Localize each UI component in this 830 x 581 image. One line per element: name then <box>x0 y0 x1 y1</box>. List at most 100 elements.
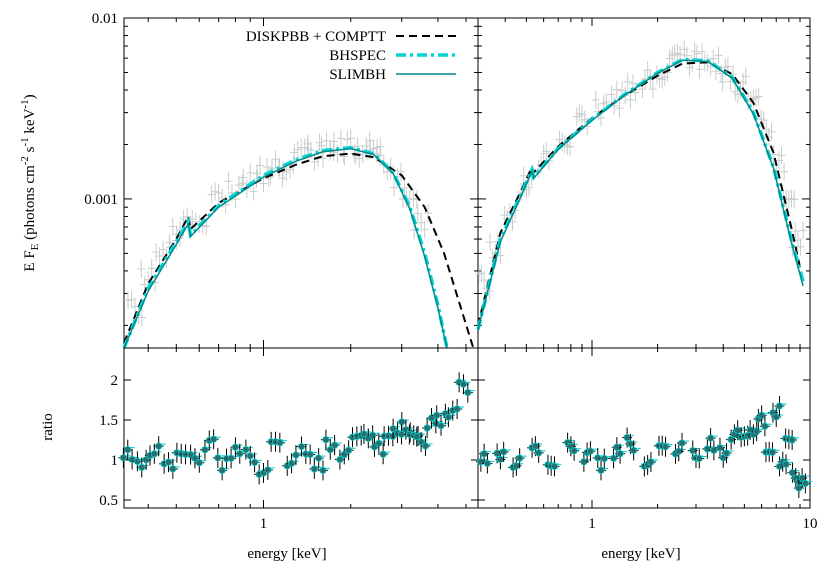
main-y-tick-label-1: 0.01 <box>92 11 118 27</box>
ratio-point <box>710 446 718 454</box>
ratio-point <box>231 443 240 451</box>
y-label-close: ) <box>22 94 38 99</box>
ratio-point <box>626 440 634 448</box>
ratio-point <box>630 446 638 454</box>
left-main-panel: 0.001 0.01 <box>84 11 479 349</box>
legend-label-slimbh: SLIMBH <box>329 67 386 83</box>
ratio-point <box>768 448 777 456</box>
ratio-point <box>613 443 621 451</box>
ratio-point <box>169 465 177 473</box>
ratio-point <box>616 450 624 458</box>
ratio-point <box>695 454 703 463</box>
ratio-point <box>788 436 796 444</box>
ratio-point <box>214 454 222 462</box>
ratio-point <box>287 459 296 467</box>
ratio-point <box>801 479 809 488</box>
ratio-point <box>722 449 731 457</box>
ratio-point <box>550 462 559 470</box>
ratio-point <box>689 446 697 455</box>
ratio-point <box>421 442 430 450</box>
ratio-point <box>133 457 142 465</box>
ratio-point <box>218 466 226 474</box>
ratio-y-tick-label-1: 1 <box>111 453 119 469</box>
ratio-y-tick-label-0: 0.5 <box>99 493 118 509</box>
ratio-point <box>326 446 334 454</box>
ratio-point <box>227 454 235 462</box>
ratio-point <box>315 454 323 462</box>
y-label-exp-3: -1 <box>19 99 31 108</box>
ratio-point <box>480 450 488 458</box>
ratio-point <box>124 446 132 454</box>
ratio-point <box>195 459 203 467</box>
ratio-y-tick-label-3: 2 <box>111 373 119 389</box>
ratio-point <box>535 449 543 457</box>
y-label-kev: keV <box>22 108 38 137</box>
ratio-point <box>597 466 605 474</box>
ratio-point <box>453 405 461 413</box>
ratio-point <box>459 380 468 388</box>
ratio-point <box>444 413 453 421</box>
main-y-tick-label-0: 0.001 <box>84 192 118 208</box>
ratio-point <box>512 462 520 470</box>
ratio-point <box>623 434 631 442</box>
ratio-point <box>242 446 250 454</box>
ratio-point <box>647 458 655 466</box>
ratio-point <box>703 445 711 453</box>
left-x-tick-label-0: 1 <box>260 516 268 532</box>
ratio-point <box>345 446 353 454</box>
ratio-point <box>250 458 259 466</box>
ratio-point <box>500 448 508 456</box>
ratio-point <box>375 439 383 447</box>
y-label-exp-1: -2 <box>19 156 31 165</box>
left-series-2 <box>123 147 448 349</box>
ratio-point <box>264 466 272 474</box>
ratio-point <box>155 442 163 450</box>
ratio-point <box>734 426 742 434</box>
ratio-point <box>164 458 173 466</box>
y-label-exp-2: -1 <box>19 137 31 146</box>
ratio-point <box>600 454 608 463</box>
ratio-point <box>297 442 306 451</box>
ratio-point <box>292 451 300 459</box>
ratio-point <box>516 454 524 462</box>
ratio-point <box>336 455 344 464</box>
ratio-point <box>675 447 683 455</box>
ratio-point <box>483 459 491 468</box>
left-ratio-panel: 1 0.5 1 1.5 2 <box>99 347 479 532</box>
ratio-point <box>423 424 431 432</box>
y-axis-label-main: E FE (photons cm-2 s-1 keV-1) <box>19 94 41 271</box>
ratio-point <box>570 447 578 455</box>
ratio-point <box>138 463 146 472</box>
ratio-point <box>201 446 209 454</box>
ratio-point <box>379 450 387 458</box>
ratio-point <box>707 434 715 442</box>
ratio-point <box>775 402 784 410</box>
right-series-2 <box>477 59 804 330</box>
ratio-point <box>398 418 406 426</box>
ratio-y-tick-label-2: 1.5 <box>99 413 118 429</box>
ratio-point <box>795 484 803 492</box>
ratio-point <box>661 443 670 451</box>
ratio-point <box>319 466 327 474</box>
ratio-point <box>191 454 199 462</box>
legend-label-bhspec: BHSPEC <box>329 48 386 64</box>
ratio-point <box>119 454 128 462</box>
ratio-point <box>782 460 790 468</box>
right-main-panel <box>474 17 811 349</box>
ratio-point <box>493 449 501 457</box>
ratio-point <box>389 425 397 433</box>
ratio-point <box>761 422 769 430</box>
ratio-point <box>594 454 602 462</box>
legend-label-diskpbb: DISKPBB + COMPTT <box>246 29 386 45</box>
ratio-point <box>331 441 339 449</box>
right-ratio-panel: 1 10 <box>475 347 818 532</box>
ratio-point <box>276 439 284 447</box>
y-axis-label-ratio: ratio <box>40 413 56 441</box>
ratio-point <box>306 450 314 459</box>
ratio-point <box>531 442 539 450</box>
ratio-point <box>496 455 504 464</box>
ratio-point <box>433 411 441 419</box>
ratio-point <box>310 465 318 473</box>
ratio-point <box>210 435 218 443</box>
right-x-tick-label-0: 1 <box>588 516 596 532</box>
